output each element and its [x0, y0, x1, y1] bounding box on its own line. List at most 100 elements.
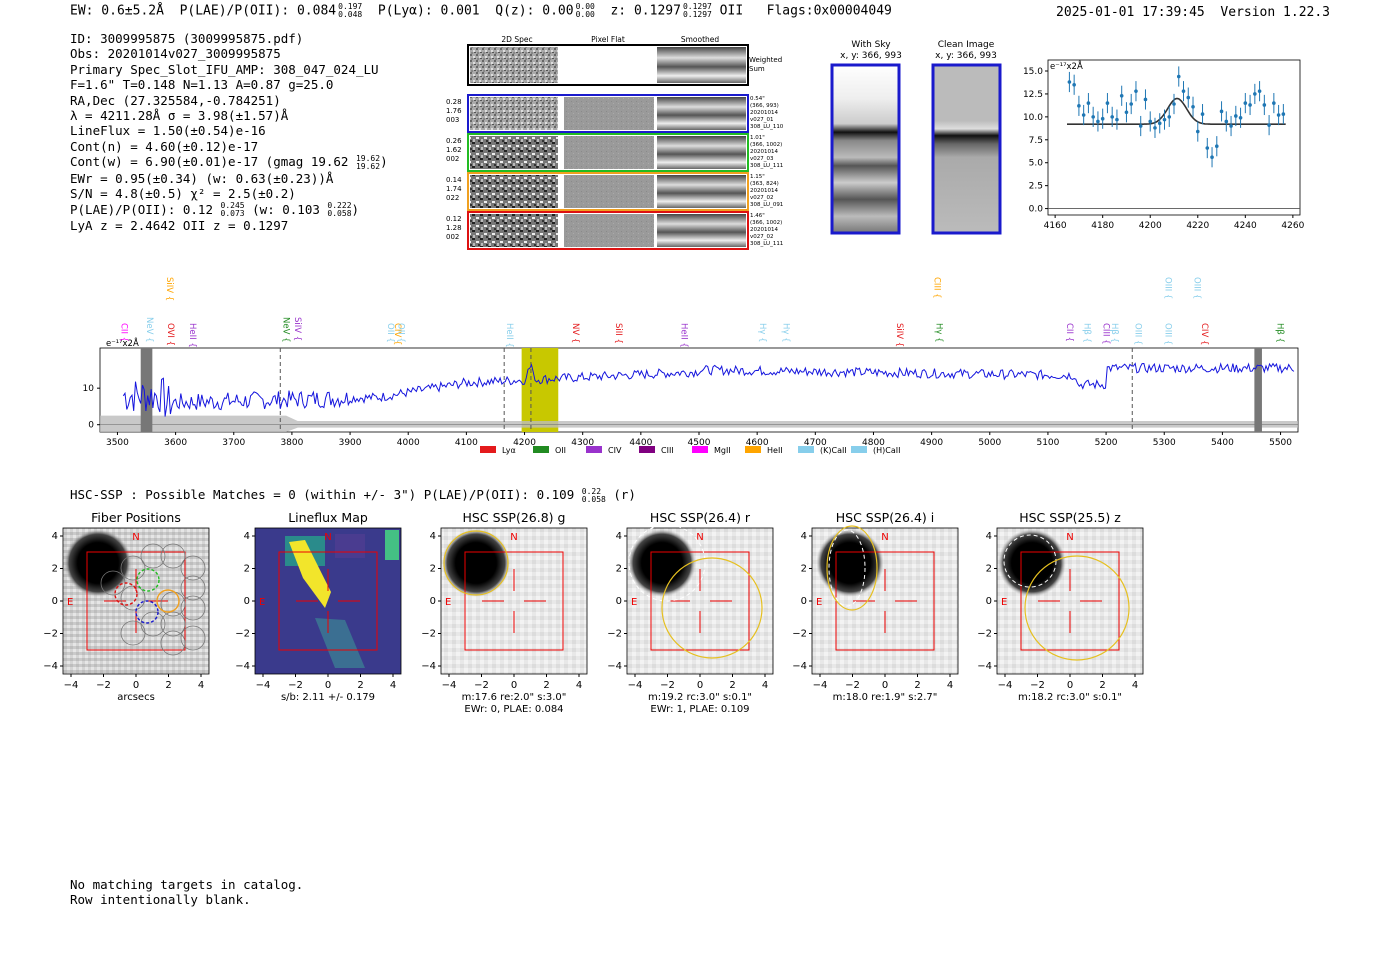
zoom-point [1281, 112, 1286, 116]
panel-ytick-label: −4 [43, 661, 58, 672]
hsc-suffix: (r) [605, 487, 636, 502]
datetime: 2025-01-01 17:39:45 [1056, 5, 1205, 20]
spectrum-line-label: SiIV { [164, 277, 174, 301]
panel-ytick-label: −4 [421, 661, 436, 672]
spectrum-ytick-label: 10 [83, 384, 95, 394]
legend-label: CIV [608, 446, 622, 455]
legend-swatch [798, 446, 814, 453]
flux-peak [289, 540, 331, 608]
panel-ytick-label: 2 [616, 564, 622, 575]
hdr-2dspec: 2D Spec [501, 35, 532, 44]
zoom-point [1138, 124, 1143, 128]
panel-xlabel: m:17.6 re:2.0" s:3.0" [462, 692, 567, 703]
cutout-right-label: (366, 993) [750, 103, 779, 109]
aperture-ellipse [826, 525, 878, 611]
fiber-red [114, 582, 138, 606]
cutout-right-label: 1.01" [750, 135, 765, 141]
plae-lo: 0.048 [338, 10, 363, 19]
version: Version 1.22.3 [1220, 5, 1330, 20]
spectrum-noise-band [100, 415, 1298, 432]
panel-ytick-label: 2 [430, 564, 436, 575]
weighted-sum-2d [470, 47, 558, 83]
panel-ytick-label: 4 [616, 531, 622, 542]
cutout-left-label: 1.74 [446, 185, 462, 193]
compass-north: N [881, 532, 888, 543]
zoom-point [1119, 93, 1124, 98]
cutout-right-label: 0.54" [750, 96, 765, 102]
panel-ytick-label: 0 [244, 596, 250, 607]
panel-xtick-label: 0 [1067, 680, 1073, 691]
zoom-point [1162, 117, 1167, 122]
panel-xlabel: m:18.2 rc:3.0" s:0.1" [1018, 692, 1122, 703]
panel-xlabel: m:18.0 re:1.9" s:2.7" [833, 692, 938, 703]
hsc-lo: 0.058 [581, 494, 606, 504]
cutout-smoothed [657, 97, 746, 130]
fiber-green [136, 568, 160, 592]
flags-value: Flags:0x00004049 [766, 3, 892, 19]
panel-xtick-label: 2 [914, 680, 920, 691]
panel-ytick-label: −4 [792, 661, 807, 672]
zoom-point [1167, 115, 1172, 119]
with-sky-image [830, 63, 901, 235]
cutout-left-label: 1.28 [446, 224, 462, 232]
compass-east: E [67, 597, 73, 608]
panel-ytick-label: −2 [43, 629, 58, 640]
panel: HSC SSP(26.4) i N E −4 −4 −2 −2 0 0 2 2 4 4 m:18.0 re… [792, 510, 959, 703]
hdr-pixelflat: Pixel Flat [591, 35, 625, 44]
zoom-point [1224, 119, 1229, 124]
legend-swatch [692, 446, 708, 453]
cutout-2dspec [470, 175, 558, 208]
zoom-point [1086, 101, 1091, 105]
spectrum-line-label: NV { [570, 323, 580, 343]
cutout-left-label: 002 [446, 155, 459, 163]
zoom-point [1267, 123, 1271, 127]
zoom-xtick-label: 4220 [1186, 221, 1209, 231]
image-panels: Fiber Positions N E −4 −4 −2 −2 0 0 2 2 4 4 arcsecs Li… [43, 510, 1144, 715]
spectrum-xtick-label: 5200 [1095, 438, 1118, 448]
panel-ytick-label: 2 [986, 564, 992, 575]
legend-swatch [745, 446, 761, 453]
z-lo: 0.1297 [682, 10, 712, 19]
spectrum-line-label: CIV { [392, 323, 402, 345]
panel-ytick-label: −4 [607, 661, 622, 672]
panel: HSC SSP(26.8) g N E −4 −4 −2 −2 0 0 2 2 4 4 m:17.6 re… [421, 510, 588, 715]
info-primary: Primary Spec_Slot_IFU_AMP: 308_047_024_L… [70, 61, 379, 77]
contw-hi: 19.62 [355, 153, 381, 163]
panel-xtick-label: 0 [697, 680, 703, 691]
panel-ytick-label: 0 [430, 596, 436, 607]
cutout-left-label: 0.12 [446, 215, 462, 223]
timestamp: 2025-01-01 17:39:45 Version 1.22.3 [1056, 5, 1330, 20]
zoom-point [1172, 102, 1176, 106]
panel-xtick-label: 4 [762, 680, 768, 691]
panel-ytick-label: 4 [52, 531, 58, 542]
fiber-blue [135, 600, 159, 624]
zoom-point [1105, 101, 1110, 105]
zoom-frame [1047, 59, 1301, 216]
legend-label: CIII [661, 446, 674, 455]
fiber-circle [160, 543, 186, 569]
spectrum-line-label: HeII { [679, 323, 689, 348]
info-contw: Cont(w) = 6.90(±0.01)e-17 (gmag 19.62 19… [70, 153, 388, 171]
zoom-fit-curve [1067, 97, 1286, 125]
zoom-point [1181, 89, 1186, 93]
spectrum-masked-region [140, 348, 153, 432]
cutout-right-label: 20201014 [750, 149, 778, 155]
panel-ytick-label: 4 [801, 531, 807, 542]
z-line: OII [719, 3, 744, 19]
weighted-sum-smooth [657, 47, 746, 83]
zoom-xtick-label: 4160 [1044, 221, 1067, 231]
spectrum-ylabel: e⁻¹⁷x2Å [106, 337, 139, 349]
zoom-point [1210, 155, 1214, 160]
spectrum-line-label: CII { [1064, 323, 1074, 342]
bright-source [64, 529, 132, 597]
spectrum-line-label: SiIV { [292, 317, 302, 341]
cutout-right-label: 20201014 [750, 110, 778, 116]
spectrum-line-label: Hγ { [757, 323, 767, 343]
clean-xy: x, y: 366, 993 [935, 51, 997, 61]
spectrum-line-label: OVI { [165, 323, 175, 346]
qz-value: Q(z): 0.00 [495, 3, 574, 19]
zoom-point [1234, 114, 1238, 118]
panel-xtick-label: −2 [845, 680, 860, 691]
compass-east: E [816, 597, 822, 608]
spectrum-line-label: CII { [119, 323, 129, 342]
